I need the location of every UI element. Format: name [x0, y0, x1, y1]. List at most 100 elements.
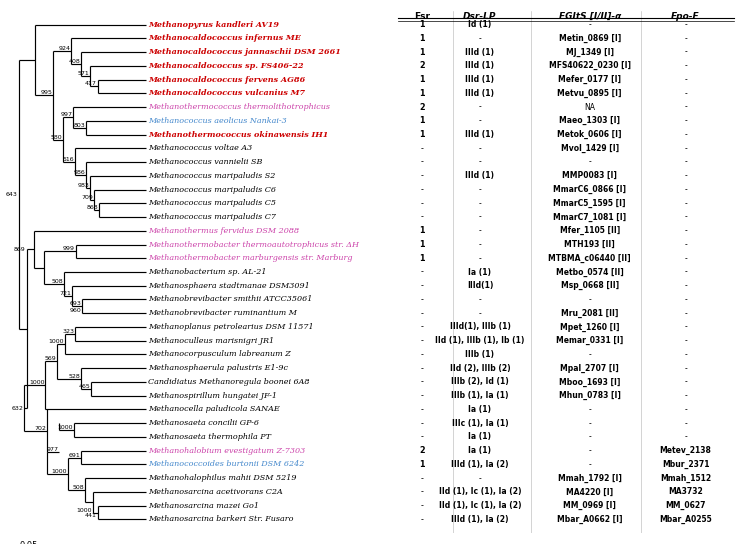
Text: Methanobrevibacter ruminantium M: Methanobrevibacter ruminantium M — [148, 309, 297, 317]
Text: IIId (1), Ia (2): IIId (1), Ia (2) — [451, 460, 509, 469]
Text: Methanocaldococcus infernus ME: Methanocaldococcus infernus ME — [148, 34, 301, 42]
Text: -: - — [684, 158, 687, 166]
Text: 868: 868 — [87, 205, 99, 210]
Text: Methanoplanus petrolearius DSM 11571: Methanoplanus petrolearius DSM 11571 — [148, 323, 313, 331]
Text: MmarC5_1595 [I]: MmarC5_1595 [I] — [553, 199, 626, 208]
Text: -: - — [420, 199, 423, 208]
Text: -: - — [684, 240, 687, 249]
Text: 995: 995 — [41, 90, 52, 95]
Text: 1: 1 — [419, 254, 425, 263]
Text: IIIb (1), Ia (1): IIIb (1), Ia (1) — [451, 391, 509, 400]
Text: -: - — [478, 144, 481, 153]
Text: IIId(1), IIIb (1): IIId(1), IIIb (1) — [450, 323, 511, 331]
Text: Fsr: Fsr — [413, 13, 430, 21]
Text: MMP0083 [I]: MMP0083 [I] — [562, 171, 617, 180]
Text: MM_0969 [I]: MM_0969 [I] — [563, 501, 616, 510]
Text: -: - — [588, 350, 591, 359]
Text: 691: 691 — [69, 453, 80, 458]
Text: -: - — [684, 432, 687, 441]
Text: -: - — [588, 20, 591, 29]
Text: -: - — [684, 89, 687, 98]
Text: -: - — [684, 419, 687, 428]
Text: Mru_2081 [II]: Mru_2081 [II] — [561, 308, 618, 318]
Text: -: - — [420, 213, 423, 221]
Text: 528: 528 — [69, 374, 80, 379]
Text: 1000: 1000 — [57, 425, 74, 430]
Text: -: - — [420, 432, 423, 441]
Text: 709: 709 — [81, 195, 93, 200]
Text: -: - — [420, 268, 423, 276]
Text: -: - — [684, 309, 687, 318]
Text: Mpal_2707 [I]: Mpal_2707 [I] — [560, 363, 619, 373]
Text: 643: 643 — [6, 192, 18, 197]
Text: Methanococcus voltae A3: Methanococcus voltae A3 — [148, 144, 252, 152]
Text: Methanococcus maripaludis C7: Methanococcus maripaludis C7 — [148, 213, 276, 221]
Text: -: - — [684, 48, 687, 57]
Text: 1000: 1000 — [77, 508, 92, 512]
Text: Methanocaldococcus fervens AG86: Methanocaldococcus fervens AG86 — [148, 76, 305, 84]
Text: 508: 508 — [52, 279, 63, 284]
Text: MA4220 [I]: MA4220 [I] — [566, 487, 613, 496]
Text: -: - — [420, 405, 423, 414]
Text: 1: 1 — [419, 20, 425, 29]
Text: 1: 1 — [419, 116, 425, 125]
Text: 417: 417 — [85, 82, 97, 86]
Text: Mmah_1792 [I]: Mmah_1792 [I] — [558, 474, 621, 483]
Text: IIId (1): IIId (1) — [466, 89, 495, 98]
Text: Methanosarcina mazei Go1: Methanosarcina mazei Go1 — [148, 502, 259, 510]
Text: -: - — [588, 446, 591, 455]
Text: -: - — [684, 350, 687, 359]
Text: Mboo_1693 [I]: Mboo_1693 [I] — [559, 378, 621, 387]
Text: 1: 1 — [419, 240, 425, 249]
Text: Id (1): Id (1) — [468, 20, 492, 29]
Text: -: - — [684, 61, 687, 70]
Text: 693: 693 — [69, 301, 81, 306]
Text: 1: 1 — [419, 48, 425, 57]
Text: IIId (1): IIId (1) — [466, 48, 495, 57]
Text: -: - — [684, 116, 687, 125]
Text: 869: 869 — [14, 247, 26, 252]
Text: 2: 2 — [419, 61, 425, 70]
Text: -: - — [684, 103, 687, 112]
Text: -: - — [420, 391, 423, 400]
Text: IId (1), IIIb (1), Ib (1): IId (1), IIIb (1), Ib (1) — [436, 336, 525, 345]
Text: Metok_0606 [I]: Metok_0606 [I] — [557, 130, 622, 139]
Text: Maeo_1303 [I]: Maeo_1303 [I] — [559, 116, 620, 126]
Text: Msp_0668 [II]: Msp_0668 [II] — [561, 281, 618, 290]
Text: IIId (1): IIId (1) — [466, 75, 495, 84]
Text: Methanococcoides burtonii DSM 6242: Methanococcoides burtonii DSM 6242 — [148, 460, 304, 468]
Text: -: - — [478, 474, 481, 483]
Text: 2: 2 — [419, 103, 425, 112]
Text: -: - — [684, 364, 687, 373]
Text: -: - — [478, 116, 481, 125]
Text: -: - — [684, 199, 687, 208]
Text: -: - — [684, 130, 687, 139]
Text: 986: 986 — [74, 170, 85, 175]
Text: -: - — [478, 226, 481, 235]
Text: Methanococcus vannielii SB: Methanococcus vannielii SB — [148, 158, 262, 166]
Text: -: - — [420, 323, 423, 331]
Text: FGItS [I/II]-α: FGItS [I/II]-α — [559, 13, 621, 21]
Text: 977: 977 — [46, 447, 58, 452]
Text: MmarC6_0866 [I]: MmarC6_0866 [I] — [553, 185, 626, 194]
Text: -: - — [684, 254, 687, 263]
Text: -: - — [478, 213, 481, 221]
Text: MFS40622_0230 [I]: MFS40622_0230 [I] — [548, 61, 631, 70]
Text: Mfer_1105 [II]: Mfer_1105 [II] — [559, 226, 620, 236]
Text: -: - — [420, 144, 423, 153]
Text: IIId (1): IIId (1) — [466, 130, 495, 139]
Text: -: - — [420, 474, 423, 483]
Text: -: - — [684, 226, 687, 235]
Text: Ia (1): Ia (1) — [469, 405, 492, 414]
Text: Methanococcus aeolicus Nankai-3: Methanococcus aeolicus Nankai-3 — [148, 117, 287, 125]
Text: -: - — [420, 171, 423, 180]
Text: Methanothermobacter marburgensis str. Marburg: Methanothermobacter marburgensis str. Ma… — [148, 254, 352, 262]
Text: Ia (1): Ia (1) — [469, 446, 492, 455]
Text: Mbar_A0255: Mbar_A0255 — [659, 515, 712, 524]
Text: -: - — [588, 432, 591, 441]
Text: -: - — [684, 295, 687, 304]
Text: Candidiatus Methanoregula boonei 6A8: Candidiatus Methanoregula boonei 6A8 — [148, 378, 310, 386]
Text: Metin_0869 [I]: Metin_0869 [I] — [559, 34, 621, 43]
Text: -: - — [420, 364, 423, 373]
Text: -: - — [684, 391, 687, 400]
